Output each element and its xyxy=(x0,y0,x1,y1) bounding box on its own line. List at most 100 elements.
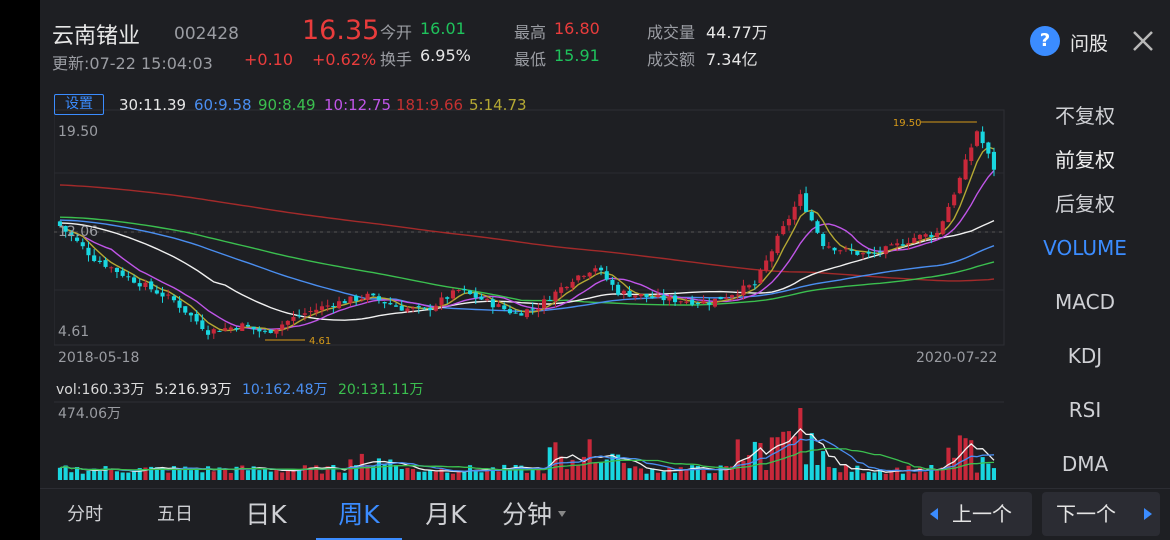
volume-bar xyxy=(206,466,211,480)
candle xyxy=(957,177,962,194)
volume-ma10-line xyxy=(59,438,995,472)
candle xyxy=(456,290,461,291)
volume-bar xyxy=(473,469,478,480)
candle xyxy=(188,312,193,316)
volume-bar xyxy=(263,468,268,480)
candle xyxy=(245,324,250,327)
candle xyxy=(547,300,552,301)
volume-bar xyxy=(325,466,330,480)
tab-daily-k[interactable]: 日K xyxy=(245,500,287,529)
volume-bar xyxy=(462,471,467,480)
adjust-none[interactable]: 不复权 xyxy=(1055,104,1115,128)
candle xyxy=(963,159,968,180)
high-label: 最高 xyxy=(514,23,547,42)
volume-bar xyxy=(815,465,820,480)
indicator-rsi[interactable]: RSI xyxy=(1068,398,1102,422)
indicator-dma[interactable]: DMA xyxy=(1061,452,1109,476)
candle xyxy=(160,292,165,297)
candle xyxy=(747,285,752,288)
ma181-line xyxy=(59,184,995,282)
candle xyxy=(724,297,729,299)
candle xyxy=(519,313,524,316)
candle xyxy=(952,194,957,206)
volume-bar xyxy=(809,433,814,480)
candle xyxy=(832,247,837,251)
adjust-forward[interactable]: 前复权 xyxy=(1055,148,1115,172)
volume-bar xyxy=(889,470,894,480)
candle xyxy=(940,221,945,235)
volume-bar xyxy=(536,467,541,480)
volume-bar xyxy=(69,472,74,480)
close-icon[interactable] xyxy=(1129,27,1157,55)
candle xyxy=(439,297,444,306)
volume-bar xyxy=(245,470,250,480)
volume-bar xyxy=(92,468,97,480)
candle xyxy=(764,260,769,271)
volume-bar xyxy=(348,459,353,480)
volume-value: 44.77万 xyxy=(706,23,768,42)
volume-bar xyxy=(792,436,797,480)
volume-bar xyxy=(821,451,826,480)
volume-bar xyxy=(405,467,410,480)
candle xyxy=(263,330,268,332)
volume-bar xyxy=(957,435,962,480)
candle xyxy=(354,295,359,301)
tab-five-day[interactable]: 五日 xyxy=(157,504,193,525)
max-price-marker: 19.50 xyxy=(893,118,922,129)
tab-intraday[interactable]: 分时 xyxy=(67,504,103,525)
chevron-right-icon xyxy=(1144,508,1152,520)
volume-bar xyxy=(769,437,774,480)
candle xyxy=(604,271,609,280)
candle xyxy=(826,246,831,248)
candle xyxy=(502,305,507,310)
volume-bar xyxy=(991,468,996,480)
volume-bar xyxy=(240,465,245,480)
volume-bar xyxy=(935,470,940,480)
dropdown-arrow-icon[interactable] xyxy=(558,511,566,517)
candle xyxy=(450,290,455,299)
indicator-macd[interactable]: MACD xyxy=(1055,290,1115,314)
volume-bar xyxy=(895,467,900,480)
question-circle-icon[interactable]: ? xyxy=(1030,26,1060,56)
volume-bar xyxy=(217,467,222,480)
candle xyxy=(416,306,421,308)
ma5-value: 5:14.73 xyxy=(469,96,527,114)
candle xyxy=(280,324,285,330)
volume-bar xyxy=(826,466,831,480)
candle xyxy=(974,131,979,146)
candle xyxy=(206,330,211,335)
volume-bar xyxy=(524,472,529,480)
candle xyxy=(667,296,672,301)
settings-button[interactable]: 设置 xyxy=(54,94,104,115)
candle xyxy=(468,290,473,294)
candle xyxy=(741,285,746,296)
ask-stock-button[interactable]: 问股 xyxy=(1070,33,1109,55)
candle xyxy=(223,328,228,331)
candle xyxy=(843,248,848,250)
volume-ma20-line xyxy=(59,447,995,471)
candle xyxy=(120,270,125,276)
prev-stock-button[interactable]: 上一个 xyxy=(922,492,1032,536)
candle xyxy=(861,253,866,255)
candle xyxy=(268,329,273,333)
volume-bar xyxy=(701,470,706,480)
turnover-label: 换手 xyxy=(380,50,413,69)
candle xyxy=(576,275,581,281)
tab-weekly-k[interactable]: 周K xyxy=(316,489,402,540)
volume-bar xyxy=(553,442,558,480)
indicator-volume[interactable]: VOLUME xyxy=(1043,236,1127,260)
volume-bar xyxy=(604,459,609,480)
candle xyxy=(638,294,643,297)
volume-bar xyxy=(160,467,165,480)
tab-minute[interactable]: 分钟 xyxy=(501,500,552,529)
adjust-backward[interactable]: 后复权 xyxy=(1055,192,1115,216)
candle xyxy=(251,326,256,330)
next-stock-button[interactable]: 下一个 xyxy=(1042,492,1160,536)
volume-bar xyxy=(211,471,216,480)
volume-bar xyxy=(280,472,285,480)
indicator-kdj[interactable]: KDJ xyxy=(1067,344,1103,368)
candle xyxy=(63,226,68,232)
candle xyxy=(399,305,404,311)
tab-monthly-k[interactable]: 月K xyxy=(425,500,467,529)
candle xyxy=(553,291,558,302)
